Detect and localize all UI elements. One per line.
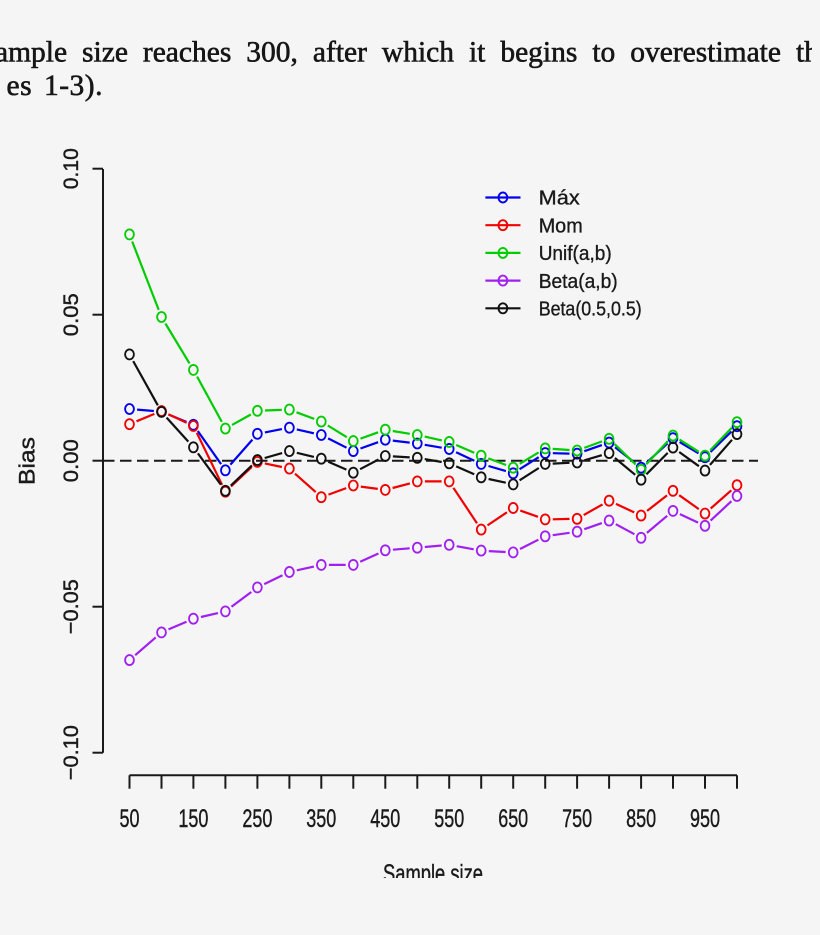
svg-text:950: 950 [690, 805, 720, 833]
svg-text:0.10: 0.10 [59, 148, 83, 189]
svg-text:−0.05: −0.05 [59, 579, 83, 634]
svg-text:Bias: Bias [15, 437, 40, 485]
svg-text:−0.10: −0.10 [59, 725, 83, 780]
svg-text:750: 750 [562, 805, 592, 833]
svg-text:650: 650 [498, 805, 528, 833]
svg-text:0.05: 0.05 [59, 293, 83, 336]
svg-text:Mom: Mom [539, 215, 583, 237]
svg-text:Beta(a,b): Beta(a,b) [539, 271, 618, 293]
svg-text:0.00: 0.00 [59, 439, 83, 482]
svg-text:ample size reaches 300, after: ample size reaches 300, after which it b… [0, 37, 820, 69]
svg-text:450: 450 [370, 805, 400, 833]
svg-text:50: 50 [120, 805, 140, 833]
svg-text:250: 250 [242, 805, 272, 833]
svg-text:Máx: Máx [539, 188, 580, 210]
svg-text:550: 550 [434, 805, 464, 833]
svg-text:850: 850 [626, 805, 656, 833]
svg-text:150: 150 [178, 805, 208, 833]
svg-text:Unif(a,b): Unif(a,b) [539, 243, 612, 265]
svg-text:Beta(0.5,0.5): Beta(0.5,0.5) [539, 299, 642, 321]
svg-text:es 1-3).: es 1-3). [7, 70, 103, 102]
svg-text:350: 350 [306, 805, 336, 833]
